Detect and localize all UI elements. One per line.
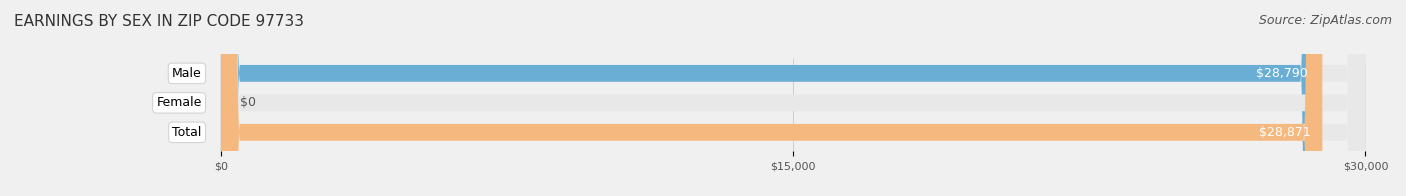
FancyBboxPatch shape <box>221 0 1323 196</box>
FancyBboxPatch shape <box>221 0 1365 196</box>
Text: $28,790: $28,790 <box>1256 67 1308 80</box>
Text: Male: Male <box>172 67 202 80</box>
Text: $0: $0 <box>240 96 256 109</box>
Text: $28,871: $28,871 <box>1260 126 1310 139</box>
Text: EARNINGS BY SEX IN ZIP CODE 97733: EARNINGS BY SEX IN ZIP CODE 97733 <box>14 14 304 29</box>
Text: Source: ZipAtlas.com: Source: ZipAtlas.com <box>1258 14 1392 27</box>
FancyBboxPatch shape <box>221 0 1319 196</box>
Text: Female: Female <box>156 96 202 109</box>
FancyBboxPatch shape <box>221 0 1365 196</box>
FancyBboxPatch shape <box>221 0 1365 196</box>
Text: Total: Total <box>173 126 202 139</box>
